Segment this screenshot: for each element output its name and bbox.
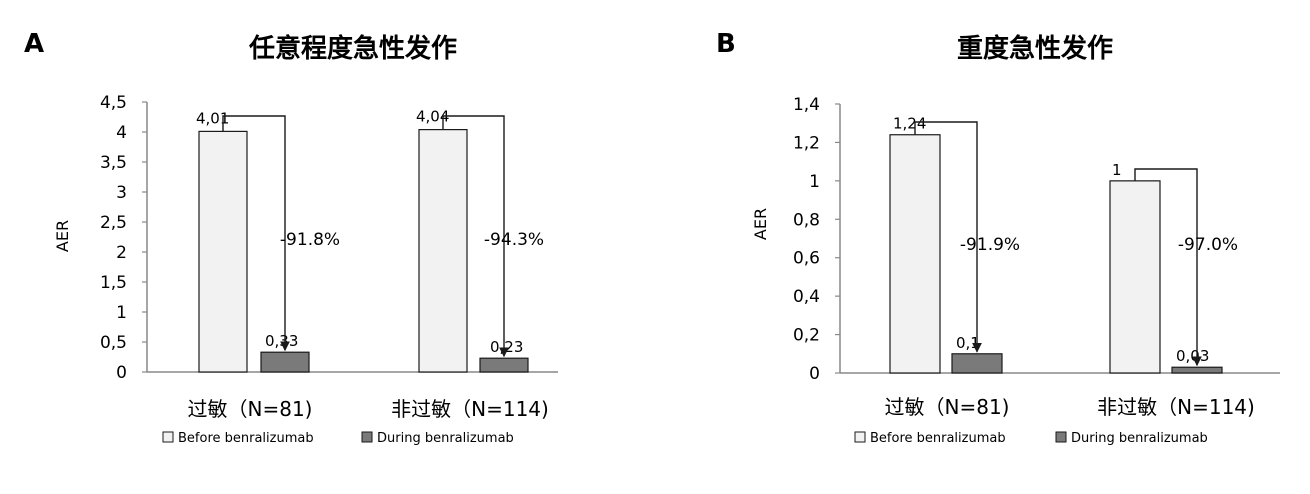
y-tick-label: 1,5 <box>100 273 127 293</box>
y-axis-label: AER <box>53 220 72 252</box>
y-tick-label: 0,2 <box>793 326 820 346</box>
y-tick-label: 0,6 <box>793 249 820 269</box>
data-label-during: 0,1 <box>956 334 980 352</box>
y-tick-label: 4,5 <box>100 93 127 113</box>
reduction-label: -91.8% <box>280 230 340 250</box>
reduction-label: -91.9% <box>960 235 1020 255</box>
x-category-label: 过敏（N=81) <box>885 395 1010 419</box>
data-label-before: 1 <box>1112 161 1122 179</box>
data-label-during: 0,33 <box>265 332 298 350</box>
y-tick-label: 0,4 <box>793 287 820 307</box>
bar-during <box>260 351 310 373</box>
y-tick-label: 3 <box>116 183 127 203</box>
y-tick-label: 3,5 <box>100 153 127 173</box>
legend-swatch <box>1055 431 1067 443</box>
x-category-label: 过敏（N=81) <box>188 397 313 421</box>
legend: Before benralizumab During benralizumab <box>854 431 1208 446</box>
legend-label: During benralizumab <box>1071 431 1208 446</box>
y-axis-label: AER <box>751 208 770 240</box>
y-tick-label: 1 <box>809 172 820 192</box>
legend-swatch <box>854 431 866 443</box>
y-tick-label: 0 <box>809 364 820 384</box>
bar-during <box>479 357 529 373</box>
reduction-arrow <box>442 115 509 358</box>
panel-label: A <box>24 29 44 59</box>
data-label-during: 0,03 <box>1176 347 1209 365</box>
reduction-arrow <box>1134 168 1202 367</box>
y-tick-label: 0,5 <box>100 333 127 353</box>
reduction-arrow <box>222 115 290 352</box>
legend-swatch <box>361 431 373 443</box>
y-tick-label: 4 <box>116 123 127 143</box>
data-label-before: 4,01 <box>196 109 229 127</box>
legend-swatch <box>162 431 174 443</box>
data-label-during: 0,23 <box>490 338 523 356</box>
bar-before <box>198 130 248 373</box>
chart-title: 任意程度急性发作 <box>248 33 457 64</box>
chart-title: 重度急性发作 <box>957 33 1113 64</box>
reduction-label: -94.3% <box>484 230 544 250</box>
y-tick-label: 0 <box>116 363 127 383</box>
bar-before <box>418 129 468 373</box>
reduction-arrow <box>914 121 982 353</box>
panel-label: B <box>716 29 736 59</box>
y-tick-label: 1,4 <box>793 95 820 115</box>
x-category-label: 非过敏（N=114) <box>1097 395 1255 419</box>
bar-before <box>1109 180 1161 374</box>
panel-a: A 任意程度急性发作 AER 0 0,5 1 1,5 2 2,5 3 3,5 4 4,5 4,01 0,33… <box>24 29 558 446</box>
bar-during <box>1171 366 1223 374</box>
y-tick-label: 1,2 <box>793 133 820 153</box>
legend-label: Before benralizumab <box>870 431 1006 446</box>
data-label-before: 4,04 <box>416 108 449 126</box>
legend: Before benralizumab During benralizumab <box>162 431 514 446</box>
reduction-label: -97.0% <box>1178 235 1238 255</box>
panel-b: B 重度急性发作 AER 0 0,2 0,4 0,6 0,8 1 1,2 1,4 1,24 0,1 -91… <box>716 29 1280 446</box>
y-tick-label: 1 <box>116 303 127 323</box>
legend-label: During benralizumab <box>377 431 514 446</box>
y-tick-label: 0,8 <box>793 210 820 230</box>
x-category-label: 非过敏（N=114) <box>391 397 549 421</box>
y-tick-label: 2 <box>116 243 127 263</box>
y-tick-label: 2,5 <box>100 213 127 233</box>
bar-during <box>951 353 1003 374</box>
legend-label: Before benralizumab <box>178 431 314 446</box>
data-label-before: 1,24 <box>893 115 926 133</box>
bar-before <box>889 134 941 374</box>
